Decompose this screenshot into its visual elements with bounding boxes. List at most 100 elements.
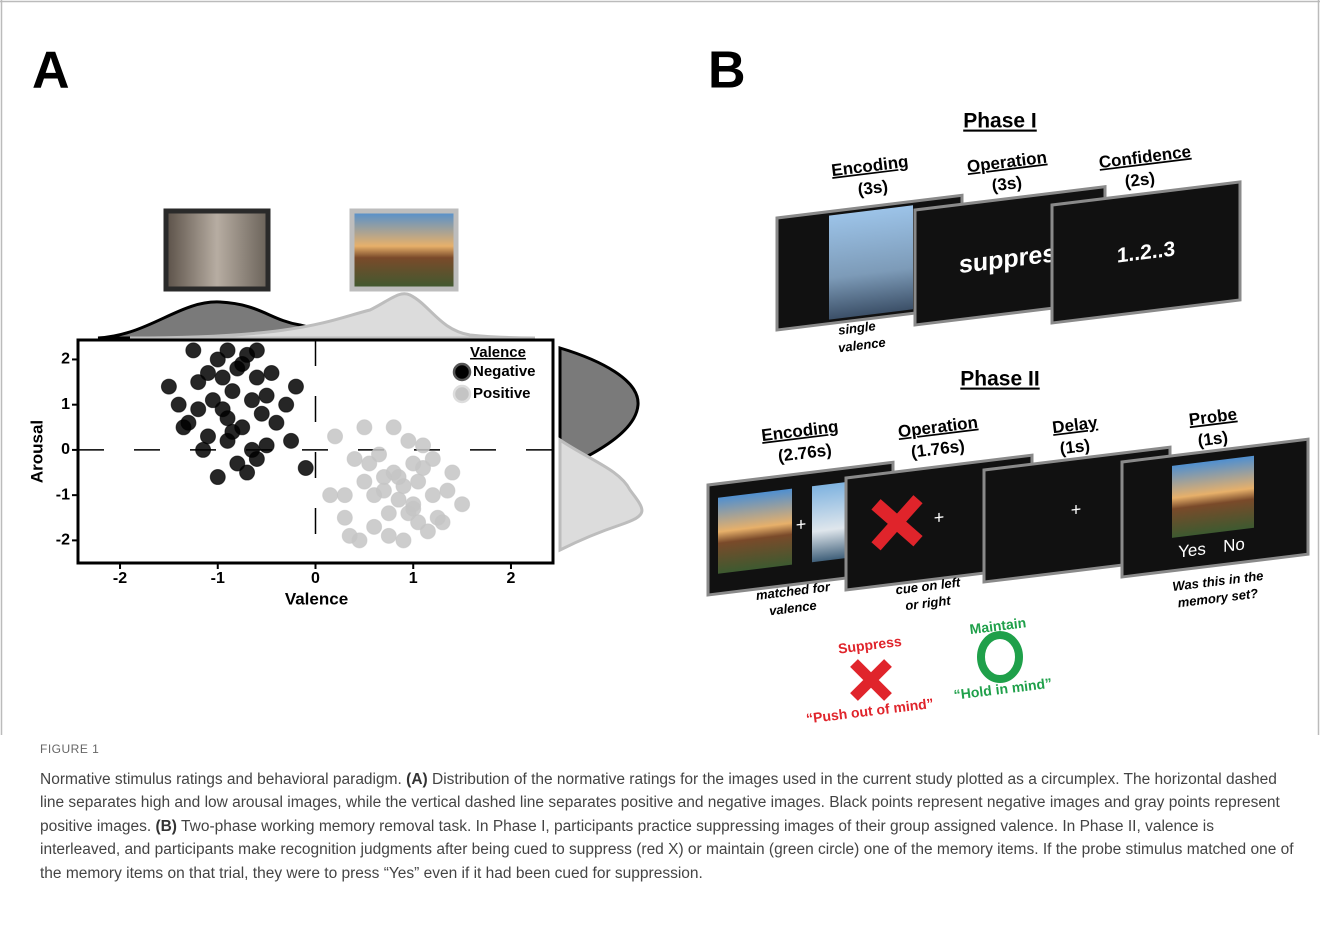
point [235,356,250,371]
point [357,474,372,489]
suppress-icon [854,663,888,697]
point [347,451,362,466]
figure-label: FIGURE 1 [40,738,1295,762]
response-option: Yes [1178,539,1206,561]
y-tick-label: 1 [61,396,70,413]
point [210,470,225,485]
point [411,474,426,489]
point [225,384,240,399]
y-tick-label: 2 [61,351,70,368]
point [215,370,230,385]
fixation: + [934,507,945,528]
fixation: + [1071,499,1082,520]
screen-caption: valence [768,598,817,619]
figure-caption: FIGURE 1 Normative stimulus ratings and … [40,738,1295,885]
point [200,366,215,381]
positive-image [352,211,456,289]
point [328,429,343,444]
response-option: No [1223,534,1245,556]
legend-label: Positive [473,385,531,402]
point [440,483,455,498]
y-tick-label: 0 [61,441,70,458]
maintain-icon [981,635,1019,679]
point [391,470,406,485]
point [240,465,255,480]
phase-title: Phase I [963,110,1037,133]
caption-part: Two-phase working memory removal task. I… [40,818,1294,882]
fixation: + [796,514,807,535]
caption-panel-ref: (B) [155,818,177,835]
phase-title: Phase II [960,368,1039,391]
point [386,420,401,435]
x-tick-label: 0 [311,570,320,587]
legend-label: Negative [473,363,536,380]
point [171,397,186,412]
point [249,370,264,385]
point [176,420,191,435]
y-axis-label: Arousal [27,420,46,483]
image [718,489,792,574]
caption-text: Normative stimulus ratings and behaviora… [40,768,1295,886]
stage-name: Operation [966,148,1048,177]
point [249,451,264,466]
point [323,488,338,503]
point [191,402,206,417]
point [220,343,235,358]
point [161,379,176,394]
stage-duration: (3s) [991,173,1023,196]
panel-label: B [708,42,746,100]
page: A B -2-1012-2-1012ValenceArousalValenceN… [0,0,1320,925]
x-tick-label: 2 [507,570,516,587]
point [455,497,470,512]
point [225,424,240,439]
point [352,533,367,548]
point [411,515,426,530]
stage-duration: (1.76s) [910,436,966,461]
legend-swatch [454,364,470,380]
screen-caption: valence [837,335,886,356]
point [264,366,279,381]
stage-duration: (1s) [1197,428,1229,451]
point [396,533,411,548]
x-tick-label: -1 [211,570,225,587]
point [381,506,396,521]
point [372,447,387,462]
panel-label: A [32,42,70,100]
point [249,343,264,358]
point [425,488,440,503]
stage-duration: (1s) [1059,436,1091,459]
stage-duration: (3s) [857,177,889,200]
point [430,510,445,525]
castle-image [829,205,913,319]
screen-caption: or right [904,593,952,614]
point [284,433,299,448]
y-tick-label: -1 [56,486,70,503]
point [298,461,313,476]
stage-duration: (2.76s) [777,440,833,465]
point [259,388,274,403]
point [269,415,284,430]
point [416,438,431,453]
point [367,519,382,534]
point [425,451,440,466]
point [381,528,396,543]
point [445,465,460,480]
point [279,397,294,412]
legend-title: Valence [470,344,526,361]
stage-name: Probe [1188,405,1238,430]
point [259,438,274,453]
screen: 1..2..3 [1052,182,1240,323]
stage-name: Operation [897,413,979,442]
point [401,433,416,448]
legend-swatch [454,386,470,402]
caption-part: Normative stimulus ratings and behaviora… [40,771,402,788]
point [244,393,259,408]
stage-duration: (2s) [1124,169,1156,192]
x-tick-label: 1 [409,570,418,587]
point [288,379,303,394]
y-tick-label: -2 [56,532,70,549]
screen: Yes No [1122,439,1308,577]
screen-caption: single [837,318,876,337]
